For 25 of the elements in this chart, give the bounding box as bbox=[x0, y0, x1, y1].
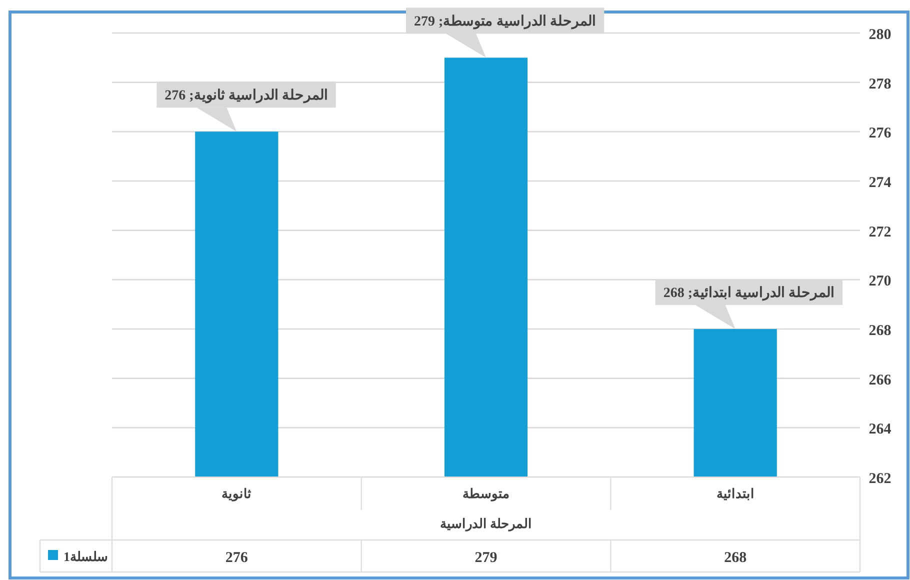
y-tick-label: 278 bbox=[868, 76, 892, 92]
annotation: المرحلة الدراسية متوسطة; 279 bbox=[406, 8, 604, 58]
data-label: 268 bbox=[724, 550, 747, 566]
x-axis-title: المرحلة الدراسية bbox=[440, 516, 532, 532]
y-tick-label: 270 bbox=[868, 274, 892, 290]
y-tick-label: 268 bbox=[868, 323, 892, 339]
data-label: 279 bbox=[474, 550, 498, 566]
y-tick-label: 272 bbox=[868, 224, 892, 240]
data-label: 276 bbox=[225, 550, 248, 566]
annotation: المرحلة الدراسية متوسطة; 279 bbox=[414, 14, 596, 30]
legend: سلسلة1 bbox=[48, 549, 108, 564]
legend-label: سلسلة1 bbox=[64, 549, 108, 564]
annotation: المرحلة الدراسية ابتدائية; 268 bbox=[663, 286, 835, 301]
annotation: المرحلة الدراسية ثانوية; 276 bbox=[156, 82, 336, 132]
annotation: المرحلة الدراسية ثانوية; 276 bbox=[164, 88, 328, 104]
y-tick-label: 280 bbox=[868, 27, 892, 43]
annotation: المرحلة الدراسية ابتدائية; 268 bbox=[655, 279, 842, 329]
x-tick-label: ثانوية bbox=[222, 486, 252, 502]
y-tick-label: 264 bbox=[868, 422, 892, 438]
x-tick-label: ابتدائية bbox=[716, 486, 754, 501]
y-tick-label: 262 bbox=[868, 471, 892, 487]
x-tick-label: متوسطة bbox=[462, 486, 510, 502]
y-tick-label: 274 bbox=[868, 175, 892, 191]
y-tick-label: 266 bbox=[868, 372, 892, 388]
y-tick-label: 276 bbox=[868, 126, 892, 142]
